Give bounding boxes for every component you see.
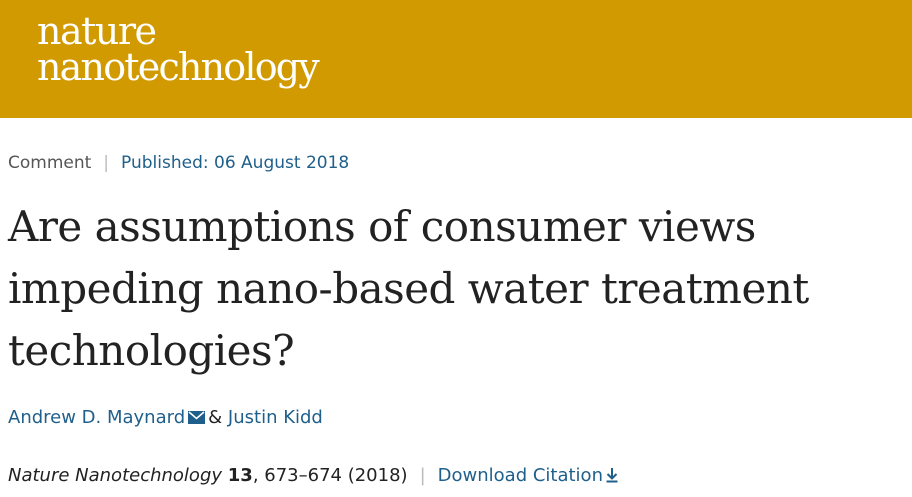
journal-name: Nature Nanotechnology	[8, 465, 223, 486]
article-meta: Comment | Published: 06 August 2018	[8, 153, 349, 173]
pages-year: , 673–674 (2018)	[252, 465, 408, 486]
download-citation-label: Download Citation	[437, 465, 603, 486]
citation-line: Nature Nanotechnology 13, 673–674 (2018)…	[8, 465, 618, 488]
mail-icon[interactable]	[188, 408, 206, 429]
site-header: nature nanotechnology	[0, 0, 912, 118]
logo-line-nanotechnology: nanotechnology	[37, 45, 320, 89]
author-conjunction: &	[208, 407, 223, 428]
citation-separator: |	[419, 465, 426, 486]
article-type: Comment	[8, 153, 92, 173]
logo-line-nature: nature	[37, 9, 157, 53]
published-date: Published: 06 August 2018	[121, 153, 350, 173]
download-citation-link[interactable]: Download Citation	[438, 465, 618, 486]
journal-logo[interactable]: nature nanotechnology	[37, 9, 320, 89]
author-link-kidd[interactable]: Justin Kidd	[227, 407, 323, 428]
author-link-maynard[interactable]: Andrew D. Maynard	[8, 407, 186, 428]
journal-volume: 13	[227, 465, 253, 486]
meta-separator: |	[103, 153, 110, 173]
download-icon[interactable]	[606, 467, 618, 488]
author-list: Andrew D. Maynard & Justin Kidd	[8, 407, 323, 429]
article-title: Are assumptions of consumer views impedi…	[8, 202, 809, 375]
